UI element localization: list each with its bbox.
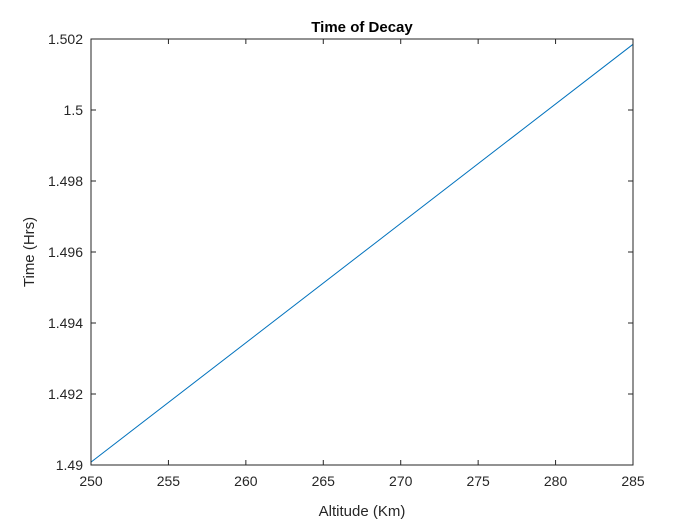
y-tick-label: 1.494 [48, 315, 83, 331]
x-tick-label: 285 [621, 473, 645, 489]
y-tick-label: 1.498 [48, 173, 83, 189]
x-axis: 250 255 260 265 270 275 280 285 [79, 39, 645, 489]
y-tick-label: 1.5 [64, 102, 84, 118]
y-tick-label: 1.49 [56, 457, 83, 473]
y-tick-label: 1.502 [48, 31, 83, 47]
plot-area-background [91, 39, 633, 465]
chart-title: Time of Decay [311, 19, 413, 36]
x-tick-label: 260 [234, 473, 258, 489]
series-line [90, 43, 634, 463]
x-tick-label: 275 [466, 473, 490, 489]
y-tick-label: 1.492 [48, 386, 83, 402]
x-tick-label: 270 [389, 473, 413, 489]
x-axis-label: Altitude (Km) [319, 503, 406, 520]
x-tick-label: 250 [79, 473, 103, 489]
x-tick-label: 280 [544, 473, 568, 489]
y-axis: 1.49 1.492 1.494 1.496 1.498 1.5 1.502 [48, 31, 633, 473]
x-tick-label: 265 [312, 473, 336, 489]
y-tick-label: 1.496 [48, 244, 83, 260]
series-layer [90, 43, 634, 463]
x-tick-label: 255 [157, 473, 181, 489]
y-axis-label: Time (Hrs) [21, 217, 38, 287]
